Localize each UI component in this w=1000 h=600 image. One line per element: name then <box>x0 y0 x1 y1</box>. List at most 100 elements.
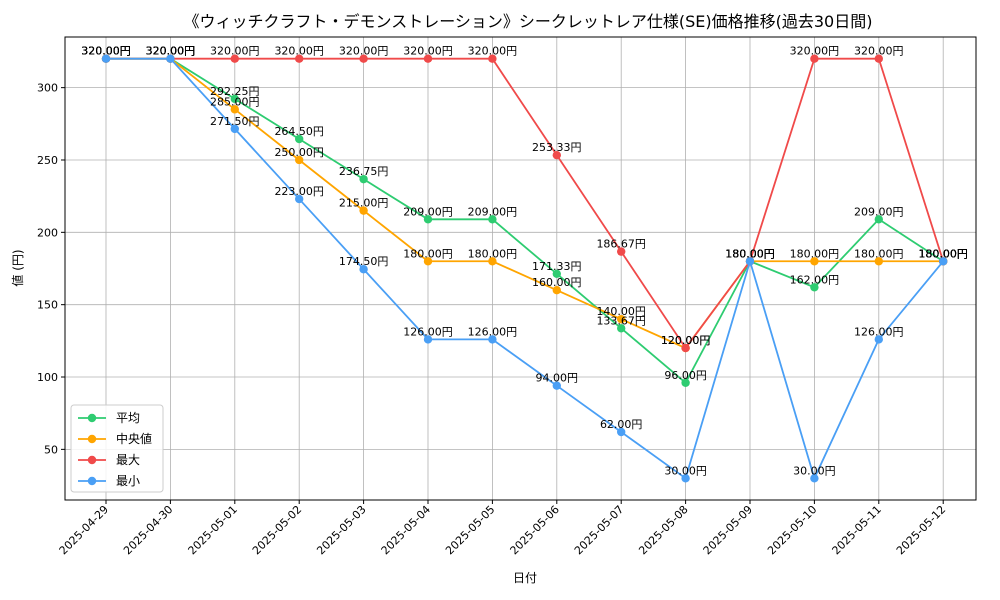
data-label: 126.00円 <box>403 325 453 338</box>
data-point <box>552 150 561 160</box>
y-tick-label: 200 <box>37 226 58 239</box>
data-point <box>230 105 239 114</box>
data-label: 180.00円 <box>725 247 775 260</box>
data-label: 180.00円 <box>918 247 968 260</box>
data-point <box>295 194 304 204</box>
data-label: 320.00円 <box>81 45 131 58</box>
data-point <box>295 134 304 144</box>
data-point <box>617 324 626 333</box>
data-point <box>359 174 368 184</box>
data-point <box>230 54 239 63</box>
data-point <box>810 54 819 63</box>
legend-label: 中央値 <box>116 431 152 446</box>
y-tick-label: 100 <box>37 371 58 384</box>
data-labels-layer: 320.00円 320.00円 292.25円 264.50円 236.75円 209.0… <box>81 45 968 478</box>
data-point <box>101 54 111 63</box>
data-point <box>939 257 948 266</box>
data-point <box>745 257 755 266</box>
data-label: 180.00円 <box>918 247 968 260</box>
data-label: 209.00円 <box>854 205 904 218</box>
legend-label: 最小 <box>116 474 140 488</box>
x-tick-label: 2025-05-05 <box>443 503 497 557</box>
legend-swatch-marker <box>87 413 97 423</box>
data-point <box>488 335 497 344</box>
data-point <box>617 247 626 256</box>
data-point <box>230 124 239 134</box>
data-point <box>552 286 561 295</box>
data-label: 264.50円 <box>274 125 324 138</box>
data-label: 320.00円 <box>81 45 131 58</box>
data-label: 133.67円 <box>596 314 646 327</box>
data-label: 186.67円 <box>596 238 646 251</box>
plot-frame <box>64 36 977 501</box>
data-point <box>423 54 433 63</box>
data-point <box>810 283 819 292</box>
data-point <box>295 54 304 63</box>
series-line <box>106 57 944 350</box>
x-tick-label: 2025-05-04 <box>379 503 433 557</box>
data-label: 320.00円 <box>274 45 324 58</box>
legend-label: 最大 <box>116 453 140 467</box>
data-label: 320.00円 <box>81 45 131 58</box>
series-line <box>106 57 945 350</box>
data-label: 126.00円 <box>854 325 904 338</box>
data-point <box>488 257 497 266</box>
series-line <box>106 57 944 481</box>
data-point <box>423 335 433 344</box>
data-label: 94.00円 <box>536 372 579 385</box>
x-tick-label: 2025-05-01 <box>186 503 240 557</box>
legend-swatch-marker <box>87 476 97 486</box>
x-tick-label: 2025-05-11 <box>830 503 884 557</box>
data-label: 180.00円 <box>725 247 775 260</box>
data-label: 62.00円 <box>600 418 643 431</box>
data-label: 209.00円 <box>468 205 518 218</box>
data-label: 223.00円 <box>274 185 324 198</box>
legend-swatch-marker <box>87 434 97 444</box>
data-label: 180.00円 <box>725 247 775 260</box>
data-label: 292.25円 <box>210 85 260 98</box>
grid-lines <box>65 37 976 500</box>
data-label: 30.00円 <box>793 464 836 477</box>
chart-title: 《ウィッチクラフト・デモンストレーション》シークレットレア仕様(SE)価格推移(… <box>184 12 873 31</box>
legend-box <box>70 404 164 493</box>
y-tick-label: 150 <box>37 299 58 312</box>
data-point <box>488 54 497 63</box>
x-tick-label: 2025-05-07 <box>572 503 626 557</box>
x-tick-label: 2025-05-06 <box>508 503 562 557</box>
data-label: 171.33円 <box>532 260 582 273</box>
data-label: 174.50円 <box>339 255 389 268</box>
data-label: 320.00円 <box>146 45 196 58</box>
data-label: 320.00円 <box>403 45 453 58</box>
data-label: 96.00円 <box>664 369 707 382</box>
data-label: 120.00円 <box>661 334 711 347</box>
data-point <box>552 269 561 279</box>
data-point <box>617 427 626 437</box>
data-label: 180.00円 <box>918 247 968 260</box>
data-point <box>681 474 690 483</box>
data-label: 209.00円 <box>403 205 453 218</box>
data-point <box>488 215 497 224</box>
data-label: 320.00円 <box>339 45 389 58</box>
y-tick-label: 250 <box>37 154 58 167</box>
data-point <box>359 206 368 215</box>
data-label: 180.00円 <box>468 247 518 260</box>
data-label: 160.00円 <box>532 276 582 289</box>
data-point <box>423 257 433 266</box>
y-tick-label: 300 <box>37 82 58 95</box>
data-label: 180.00円 <box>403 247 453 260</box>
data-point <box>359 265 368 274</box>
data-point <box>874 54 883 63</box>
legend-label: 平均 <box>116 411 140 425</box>
data-point <box>423 215 433 224</box>
data-label: 180.00円 <box>854 247 904 260</box>
x-axis-label: 日付 <box>513 571 537 585</box>
data-label: 320.00円 <box>790 45 840 58</box>
data-point <box>552 381 561 390</box>
data-point <box>681 343 690 353</box>
data-label: 162.00円 <box>790 273 840 286</box>
y-tick-label: 50 <box>44 443 58 456</box>
y-axis: 50 100 150 200 250 300 <box>37 82 65 456</box>
data-point <box>810 474 819 483</box>
